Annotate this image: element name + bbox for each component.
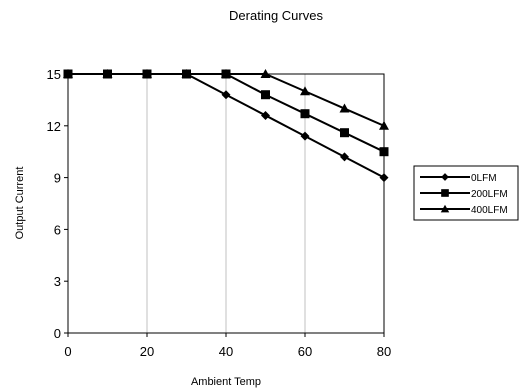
y-axis-label: Output Current — [14, 167, 26, 240]
point-400LFM-8 — [379, 120, 389, 130]
point-0LFM-6 — [300, 131, 310, 141]
legend-label-400LFM: 400LFM — [471, 205, 508, 216]
x-tick-label-1: 20 — [140, 344, 154, 359]
legend-item-200LFM: 200LFM — [420, 189, 508, 200]
x-tick-label-2: 40 — [219, 344, 233, 359]
y-tick-label-4: 12 — [47, 119, 61, 134]
x-tick-label-0: 0 — [64, 344, 71, 359]
point-200LFM-8 — [379, 147, 389, 157]
legend-item-400LFM: 400LFM — [420, 204, 508, 216]
point-400LFM-4 — [221, 69, 231, 78]
point-400LFM-1 — [102, 69, 113, 78]
point-200LFM-7 — [340, 128, 349, 138]
point-0LFM-4 — [221, 90, 231, 100]
point-400LFM-0 — [63, 69, 73, 78]
point-200LFM-5 — [261, 90, 270, 100]
x-tick-label-4: 80 — [377, 344, 391, 359]
point-0LFM-7 — [340, 152, 349, 162]
series-400LFM — [63, 69, 389, 130]
point-200LFM-6 — [300, 109, 310, 119]
x-tick-label-3: 60 — [298, 344, 312, 359]
point-400LFM-3 — [181, 69, 192, 78]
legend-marker-400LFM — [440, 204, 450, 213]
legend-label-0LFM: 0LFM — [471, 173, 497, 184]
chart-title: Derating Curves — [229, 8, 323, 23]
plot-area: 0 3 6 9 12 15 0 20 40 60 80 — [47, 67, 392, 359]
point-400LFM-5 — [260, 69, 271, 78]
y-tick-label-3: 9 — [54, 171, 61, 186]
point-400LFM-7 — [339, 103, 350, 113]
legend-marker-0LFM — [441, 173, 449, 181]
legend-item-0LFM: 0LFM — [420, 173, 497, 184]
point-0LFM-8 — [379, 173, 389, 183]
y-tick-label-5: 15 — [47, 67, 61, 82]
y-tick-label-2: 6 — [54, 222, 61, 237]
point-400LFM-6 — [300, 86, 310, 96]
legend-marker-200LFM — [441, 189, 449, 197]
y-tick-label-0: 0 — [54, 326, 61, 341]
chart-legend: 0LFM 200LFM 400LFM — [413, 165, 519, 221]
point-0LFM-5 — [261, 110, 270, 120]
legend-label-200LFM: 200LFM — [471, 189, 508, 200]
y-tick-label-1: 3 — [54, 274, 61, 289]
x-axis-label: Ambient Temp — [191, 376, 261, 388]
point-400LFM-2 — [142, 69, 152, 78]
